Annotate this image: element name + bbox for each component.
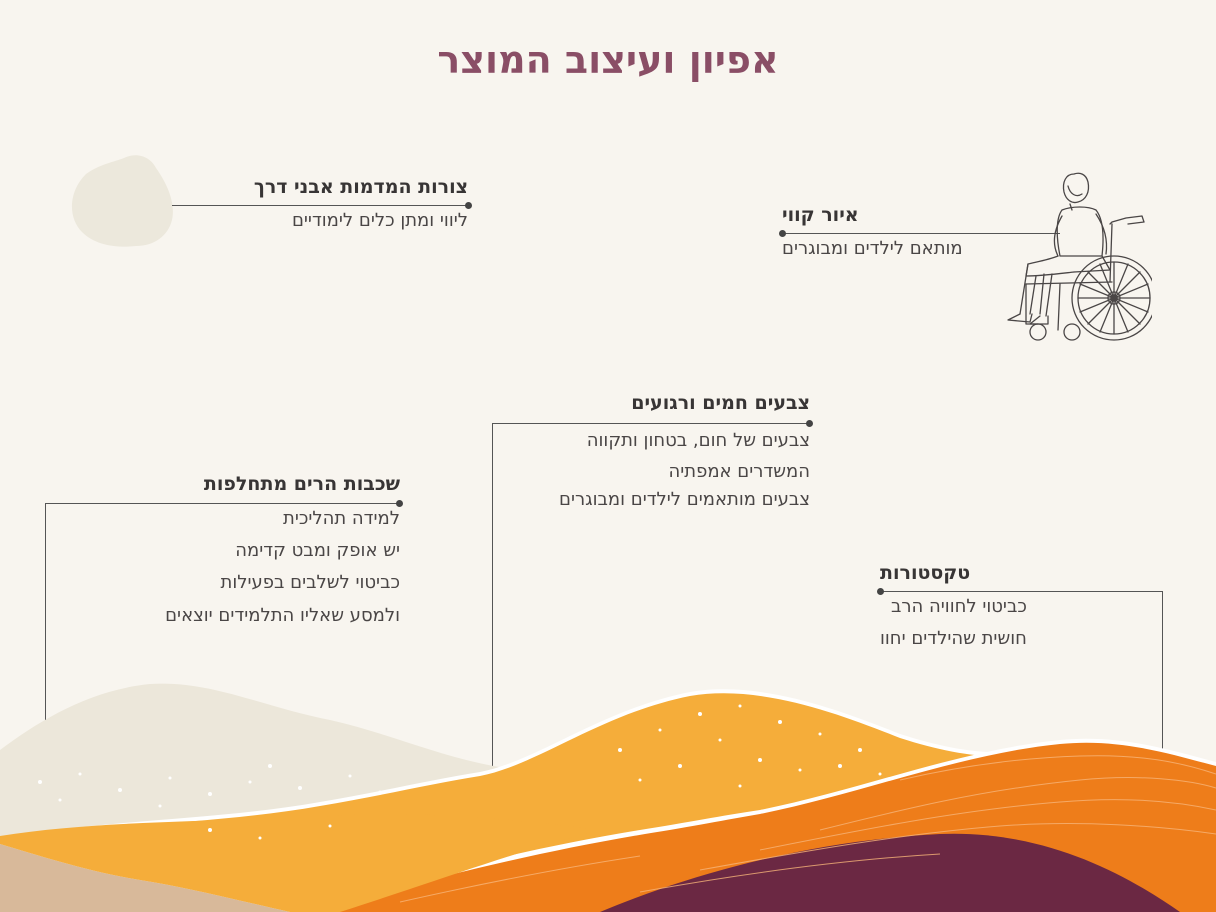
colors-lines: צבעים של חום, בטחון ותקווה המשדרים אמפתי… xyxy=(559,430,810,510)
stones-dot xyxy=(465,202,472,209)
mountains-line-1: למידה תהליכית xyxy=(282,508,400,529)
mountains-block: שכבות הרים מתחלפות xyxy=(204,473,400,495)
landscape-hills xyxy=(0,683,1216,912)
colors-rule xyxy=(492,423,810,424)
line-art-dot xyxy=(779,230,786,237)
stones-lines: ליווי ומתן כלים לימודיים xyxy=(292,210,468,231)
line-art-lines: מותאם לילדים ומבוגרים xyxy=(782,238,963,259)
textures-block: טקסטורות xyxy=(880,562,970,584)
stone-shape-icon xyxy=(71,155,173,247)
line-art-block: איור קווי xyxy=(782,204,859,226)
colors-heading: צבעים חמים ורגועים xyxy=(631,392,810,414)
mountains-heading: שכבות הרים מתחלפות xyxy=(203,473,400,495)
textures-lines: כביטוי לחוויה הרב חושית שהילדים יחוו xyxy=(880,596,1027,649)
colors-vrule xyxy=(492,423,493,773)
mountains-vrule xyxy=(45,503,46,733)
stones-heading: צורות המדמות אבני דרך xyxy=(253,176,468,198)
textures-vrule xyxy=(1162,591,1163,756)
line-art-heading: איור קווי xyxy=(782,204,859,226)
line-art-line-1: מותאם לילדים ומבוגרים xyxy=(782,238,963,259)
colors-block: צבעים חמים ורגועים xyxy=(631,392,810,414)
mountains-lines: למידה תהליכית יש אופק ומבט קדימה כביטוי … xyxy=(165,508,400,626)
textures-heading: טקסטורות xyxy=(880,562,971,584)
textures-line-2: חושית שהילדים יחוו xyxy=(880,628,1027,649)
mountains-line-4: ולמסע שאליו התלמידים יוצאים xyxy=(165,605,400,626)
stones-rule xyxy=(172,205,468,206)
mountains-line-2: יש אופק ומבט קדימה xyxy=(235,540,400,561)
textures-dot xyxy=(877,588,884,595)
colors-line-3: צבעים מותאמים לילדים ומבוגרים xyxy=(559,489,810,510)
mountains-line-3: כביטוי לשלבים בפעילות xyxy=(220,572,401,593)
line-art-rule xyxy=(782,233,1060,234)
stones-line-1: ליווי ומתן כלים לימודיים xyxy=(291,210,468,231)
mountains-dot xyxy=(396,500,403,507)
colors-dot xyxy=(806,420,813,427)
stones-block: צורות המדמות אבני דרך xyxy=(254,176,468,198)
colors-line-2: המשדרים אמפתיה xyxy=(668,461,810,482)
colors-line-1: צבעים של חום, בטחון ותקווה xyxy=(586,430,810,451)
page-title: אפיון ועיצוב המוצר xyxy=(437,38,779,82)
wheelchair-woman-icon xyxy=(1007,172,1152,341)
textures-rule xyxy=(880,591,1163,592)
textures-line-1: כביטוי לחוויה הרב xyxy=(890,596,1027,617)
mountains-rule xyxy=(45,503,400,504)
